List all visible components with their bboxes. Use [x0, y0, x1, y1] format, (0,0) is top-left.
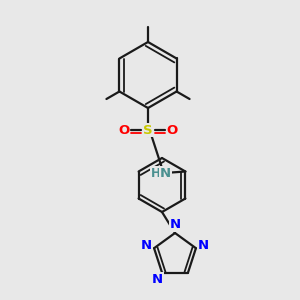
Text: O: O: [167, 124, 178, 136]
Text: S: S: [143, 124, 153, 136]
Text: N: N: [169, 218, 181, 232]
Text: N: N: [198, 239, 209, 252]
Text: N: N: [152, 273, 163, 286]
Text: O: O: [118, 124, 130, 136]
Text: N: N: [160, 167, 171, 180]
Text: H: H: [150, 167, 160, 180]
Text: N: N: [141, 239, 152, 252]
